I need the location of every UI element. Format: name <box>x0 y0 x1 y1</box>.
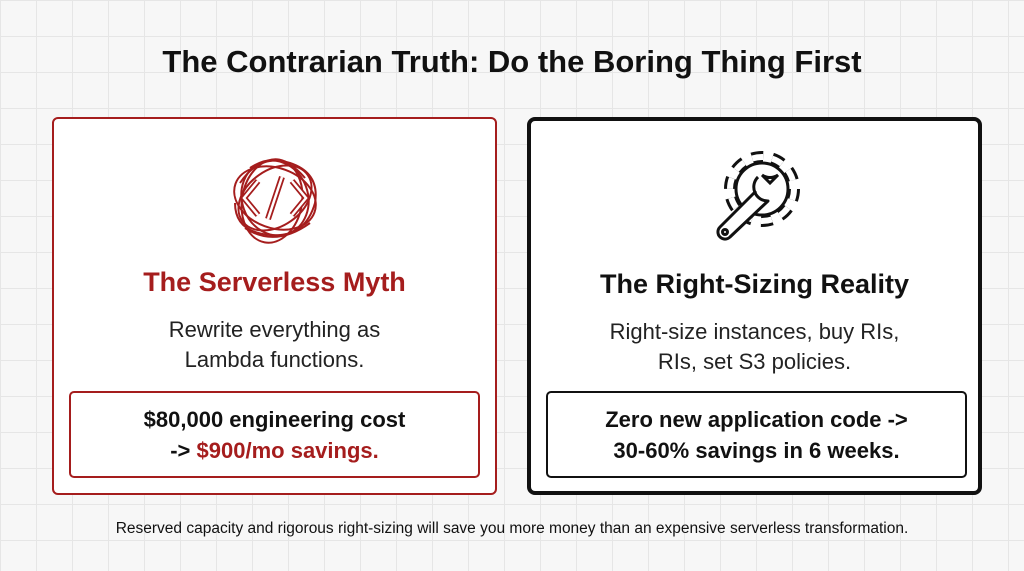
card-heading: The Serverless Myth <box>143 267 406 297</box>
callout-highlight: $900/mo savings. <box>196 438 379 463</box>
title: The Contrarian Truth: Do the Boring Thin… <box>162 44 862 79</box>
callout: Zero new application code -> 30-60% savi… <box>546 391 967 478</box>
callout-line: -> $900/mo savings. <box>71 435 478 466</box>
callout-line: Zero new application code -> <box>605 407 908 432</box>
callout-line: $80,000 engineering cost <box>143 407 406 432</box>
body-line: RIs, set S3 policies. <box>657 349 852 374</box>
card-body: Right-size instances, buy RIs, RIs, set … <box>531 317 978 377</box>
reality-card: The Right-Sizing Reality Right-size inst… <box>527 117 982 495</box>
callout: $80,000 engineering cost -> $900/mo savi… <box>69 391 480 478</box>
gear-wrench-icon <box>715 151 800 241</box>
callout-line: 30-60% savings in 6 weeks. <box>613 438 900 463</box>
tangled-code-icon <box>232 158 317 244</box>
callout-prefix: -> <box>170 438 191 463</box>
card-body: Rewrite everything as Lambda functions. <box>54 315 495 375</box>
body-line: Lambda functions. <box>184 347 365 372</box>
myth-card: The Serverless Myth Rewrite everything a… <box>52 117 497 495</box>
body-line: Right-size instances, buy RIs, <box>609 319 900 344</box>
footer: Reserved capacity and rigorous right-siz… <box>115 520 909 537</box>
body-line: Rewrite everything as <box>168 317 381 342</box>
card-heading: The Right-Sizing Reality <box>599 269 909 299</box>
